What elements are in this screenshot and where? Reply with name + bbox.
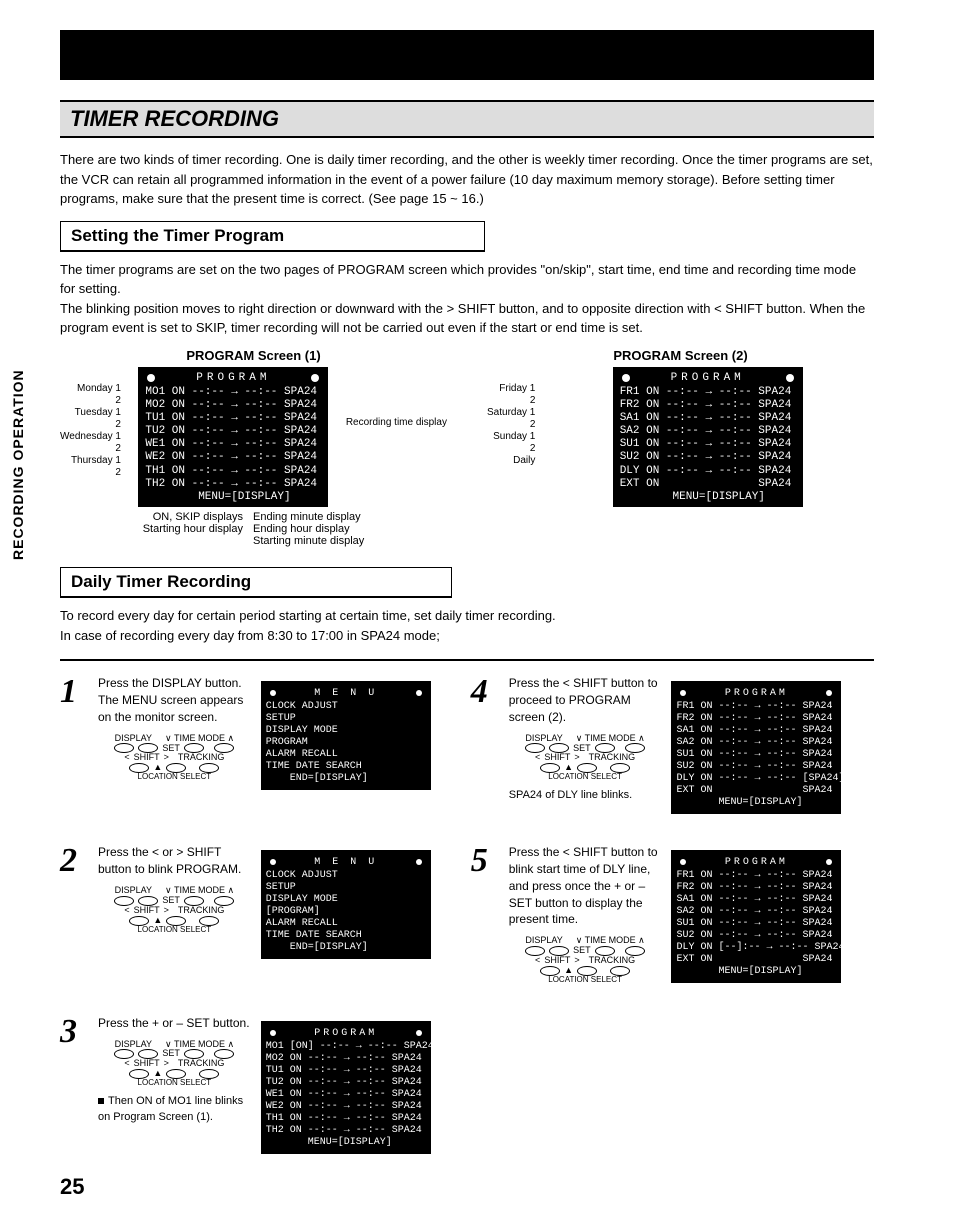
sub2-desc: To record every day for certain period s… — [60, 606, 874, 645]
step-2-screen: M E N U CLOCK ADJUST SETUP DISPLAY MODE … — [261, 850, 431, 959]
screen1-callouts: ON, SKIP displays Starting hour display … — [60, 511, 447, 547]
step-4-text: Press the < SHIFT button to proceed to P… — [509, 675, 662, 725]
side-tab: RECORDING OPERATION — [10, 369, 26, 560]
step-2-num: 2 — [60, 844, 88, 985]
section-title: TIMER RECORDING — [70, 106, 279, 131]
screen2-header: PROGRAM — [616, 370, 800, 386]
screen1-right-label: Recording time display — [346, 367, 447, 428]
program-screen-1: PROGRAM MO1 ON --:-- → --:-- SPA24 MO2 O… — [138, 367, 328, 508]
step-3-text: Press the + or – SET button. — [98, 1015, 251, 1032]
step-1-text: Press the DISPLAY button. The MENU scree… — [98, 675, 251, 725]
program-screens-row: PROGRAM Screen (1) Monday 1 2 Tuesday 1 … — [60, 348, 874, 548]
step-5-screen: PROGRAM FR1 ON --:-- → --:-- SPA24 FR2 O… — [671, 850, 841, 983]
remote-diagram-5: DISPLAY ∨ TIME MODE ∧ SET < SHIFT > TRAC… — [509, 936, 662, 985]
remote-diagram-4: DISPLAY ∨ TIME MODE ∧ SET < SHIFT > TRAC… — [509, 734, 662, 783]
step-3-note: Then ON of MO1 line blinks on Program Sc… — [98, 1094, 251, 1125]
section-title-bar: TIMER RECORDING — [60, 100, 874, 138]
screen2-col: PROGRAM Screen (2) Friday 1 2 Saturday 1… — [487, 348, 874, 548]
screen1-label: PROGRAM Screen (1) — [60, 348, 447, 363]
screen2-label: PROGRAM Screen (2) — [487, 348, 874, 363]
page-number: 25 — [60, 1174, 874, 1200]
remote-diagram: DISPLAY ∨ TIME MODE ∧ SET < SHIFT > TRAC… — [98, 734, 251, 783]
step-3-screen: PROGRAM MO1 [ON] --:-- → --:-- SPA24 MO2… — [261, 1021, 431, 1154]
step-4: 4 Press the < SHIFT button to proceed to… — [471, 675, 862, 814]
screen1-col: PROGRAM Screen (1) Monday 1 2 Tuesday 1 … — [60, 348, 447, 548]
step-5-text: Press the < SHIFT button to blink start … — [509, 844, 662, 928]
step-4-num: 4 — [471, 675, 499, 814]
bullet-icon — [98, 1098, 104, 1104]
steps-grid: 1 Press the DISPLAY button. The MENU scr… — [60, 675, 874, 1154]
step-4-note: SPA24 of DLY line blinks. — [509, 788, 662, 803]
step-2: 2 Press the < or > SHIFT button to blink… — [60, 844, 451, 985]
step-1-num: 1 — [60, 675, 88, 814]
remote-diagram-2: DISPLAY ∨ TIME MODE ∧ SET < SHIFT > TRAC… — [98, 886, 251, 935]
remote-diagram-3: DISPLAY ∨ TIME MODE ∧ SET < SHIFT > TRAC… — [98, 1040, 251, 1089]
step-5: 5 Press the < SHIFT button to blink star… — [471, 844, 862, 985]
step-4-screen: PROGRAM FR1 ON --:-- → --:-- SPA24 FR2 O… — [671, 681, 841, 814]
screen1-header: PROGRAM — [141, 370, 325, 386]
sub1-desc: The timer programs are set on the two pa… — [60, 260, 874, 338]
screen1-left-labels: Monday 1 2 Tuesday 1 2 Wednesday 1 2 Thu… — [60, 367, 121, 479]
step-5-num: 5 — [471, 844, 499, 985]
program-screen-2: PROGRAM FR1 ON --:-- → --:-- SPA24 FR2 O… — [613, 367, 803, 508]
intro-text: There are two kinds of timer recording. … — [60, 150, 874, 209]
step-1-screen: M E N U CLOCK ADJUST SETUP DISPLAY MODE … — [261, 681, 431, 790]
step-3: 3 Press the + or – SET button. DISPLAY ∨… — [60, 1015, 451, 1154]
sub-title-daily: Daily Timer Recording — [60, 567, 452, 598]
step-1: 1 Press the DISPLAY button. The MENU scr… — [60, 675, 451, 814]
header-black-bar — [60, 30, 874, 80]
screen2-left-labels: Friday 1 2 Saturday 1 2 Sunday 1 2 Daily — [487, 367, 535, 467]
step-2-text: Press the < or > SHIFT button to blink P… — [98, 844, 251, 878]
divider — [60, 659, 874, 661]
sub-title-setting: Setting the Timer Program — [60, 221, 485, 252]
step-3-num: 3 — [60, 1015, 88, 1154]
